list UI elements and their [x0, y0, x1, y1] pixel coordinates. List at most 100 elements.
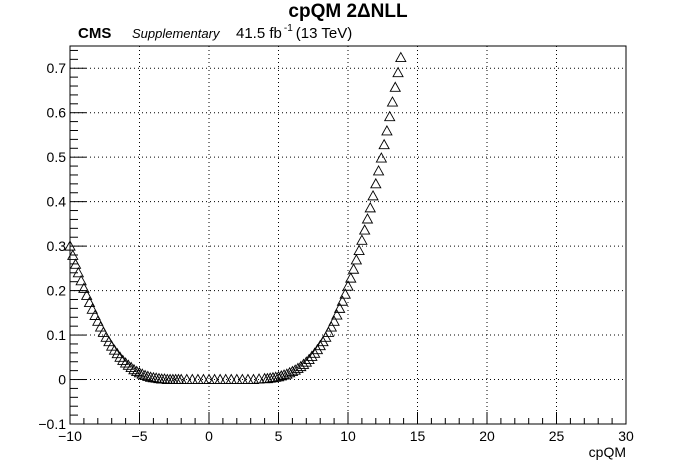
- data-point: [80, 289, 93, 300]
- data-point: [186, 373, 199, 384]
- data-point: [214, 373, 226, 384]
- data-point: [175, 373, 187, 384]
- luminosity-label: 41.5 fb -1 (13 TeV): [236, 23, 352, 42]
- data-point: [75, 274, 87, 286]
- data-point: [236, 373, 249, 384]
- data-point: [283, 366, 296, 378]
- axes: −10 −5 0 5 10 15 20 25 30 −0.1 0 0.1 0.2 0.3 0.4 0.5 0.6…: [38, 49, 634, 444]
- grid-lines: [70, 46, 626, 424]
- data-point: [83, 296, 96, 308]
- data-point: [367, 189, 379, 201]
- data-point: [386, 96, 399, 107]
- y-tick-label: 0: [58, 372, 66, 388]
- x-tick-label: −5: [132, 428, 148, 444]
- data-point: [381, 125, 393, 136]
- data-point: [142, 370, 154, 381]
- data-point: [219, 373, 232, 384]
- data-point: [333, 302, 346, 313]
- data-point: [94, 321, 107, 332]
- data-point: [281, 368, 293, 379]
- data-point: [225, 373, 238, 384]
- chart-title: cpQM 2ΔNLL: [288, 1, 408, 22]
- data-points: [64, 51, 407, 384]
- status-label: Supplementary: [132, 26, 221, 41]
- data-point: [345, 272, 357, 283]
- y-tick-label: 0.3: [47, 238, 67, 254]
- x-tick-label: 30: [618, 428, 634, 444]
- data-point: [322, 326, 335, 337]
- data-point: [286, 365, 299, 376]
- data-point: [395, 51, 407, 63]
- x-tick-label: 5: [275, 428, 283, 444]
- data-point: [331, 309, 343, 320]
- y-tick-label: 0.7: [47, 60, 67, 76]
- data-point: [378, 138, 390, 150]
- data-point: [336, 295, 349, 306]
- data-point: [125, 361, 137, 372]
- data-point: [306, 350, 318, 361]
- data-point: [339, 288, 351, 299]
- data-point: [347, 263, 360, 274]
- data-point: [303, 353, 315, 364]
- data-point: [361, 213, 374, 224]
- data-point: [389, 81, 402, 92]
- y-tick-label: 0.2: [47, 283, 67, 299]
- data-point: [139, 369, 151, 380]
- data-point: [192, 373, 204, 384]
- data-point: [72, 266, 85, 278]
- data-point: [117, 354, 129, 365]
- data-point: [86, 303, 99, 314]
- data-point: [300, 356, 313, 367]
- data-point: [356, 234, 368, 245]
- data-point: [370, 177, 382, 189]
- data-point: [372, 165, 385, 176]
- data-point: [78, 282, 90, 293]
- data-point: [292, 362, 304, 373]
- data-point: [358, 224, 371, 235]
- data-point: [122, 359, 135, 370]
- data-point: [392, 66, 404, 78]
- data-point: [130, 365, 143, 376]
- data-point: [128, 363, 140, 375]
- x-tick-label: 25: [549, 428, 565, 444]
- data-point: [133, 366, 146, 378]
- x-tick-label: 10: [340, 428, 356, 444]
- data-point: [89, 309, 101, 320]
- y-tick-label: 0.5: [47, 149, 67, 165]
- data-point: [314, 339, 326, 351]
- x-axis-label: cpQM: [589, 444, 626, 460]
- data-point: [69, 258, 82, 269]
- data-point: [364, 201, 377, 213]
- data-point: [342, 280, 354, 291]
- data-point: [119, 357, 132, 368]
- data-point: [208, 373, 221, 384]
- data-point: [325, 321, 338, 332]
- x-tick-label: 15: [410, 428, 426, 444]
- data-point: [242, 373, 254, 384]
- data-point: [203, 373, 215, 384]
- experiment-label: CMS: [78, 25, 111, 42]
- plot-frame: [69, 45, 627, 425]
- x-tick-label: −10: [58, 428, 82, 444]
- data-point: [328, 315, 340, 326]
- data-point: [311, 343, 324, 355]
- data-point: [197, 373, 210, 384]
- data-point: [136, 368, 149, 379]
- y-tick-label: 0.1: [47, 327, 67, 343]
- data-point: [375, 152, 388, 163]
- data-point: [308, 347, 321, 358]
- x-tick-label: 20: [479, 428, 495, 444]
- y-tick-label: −0.1: [38, 416, 66, 432]
- data-point: [353, 244, 365, 256]
- data-point: [231, 373, 243, 384]
- data-point: [383, 110, 396, 122]
- data-point: [289, 364, 301, 375]
- x-tick-label: 0: [205, 428, 213, 444]
- y-tick-label: 0.6: [47, 105, 67, 121]
- data-point: [92, 315, 104, 326]
- data-point: [350, 253, 363, 265]
- y-tick-label: 0.4: [47, 194, 67, 210]
- data-point: [278, 369, 290, 380]
- data-point: [180, 373, 193, 384]
